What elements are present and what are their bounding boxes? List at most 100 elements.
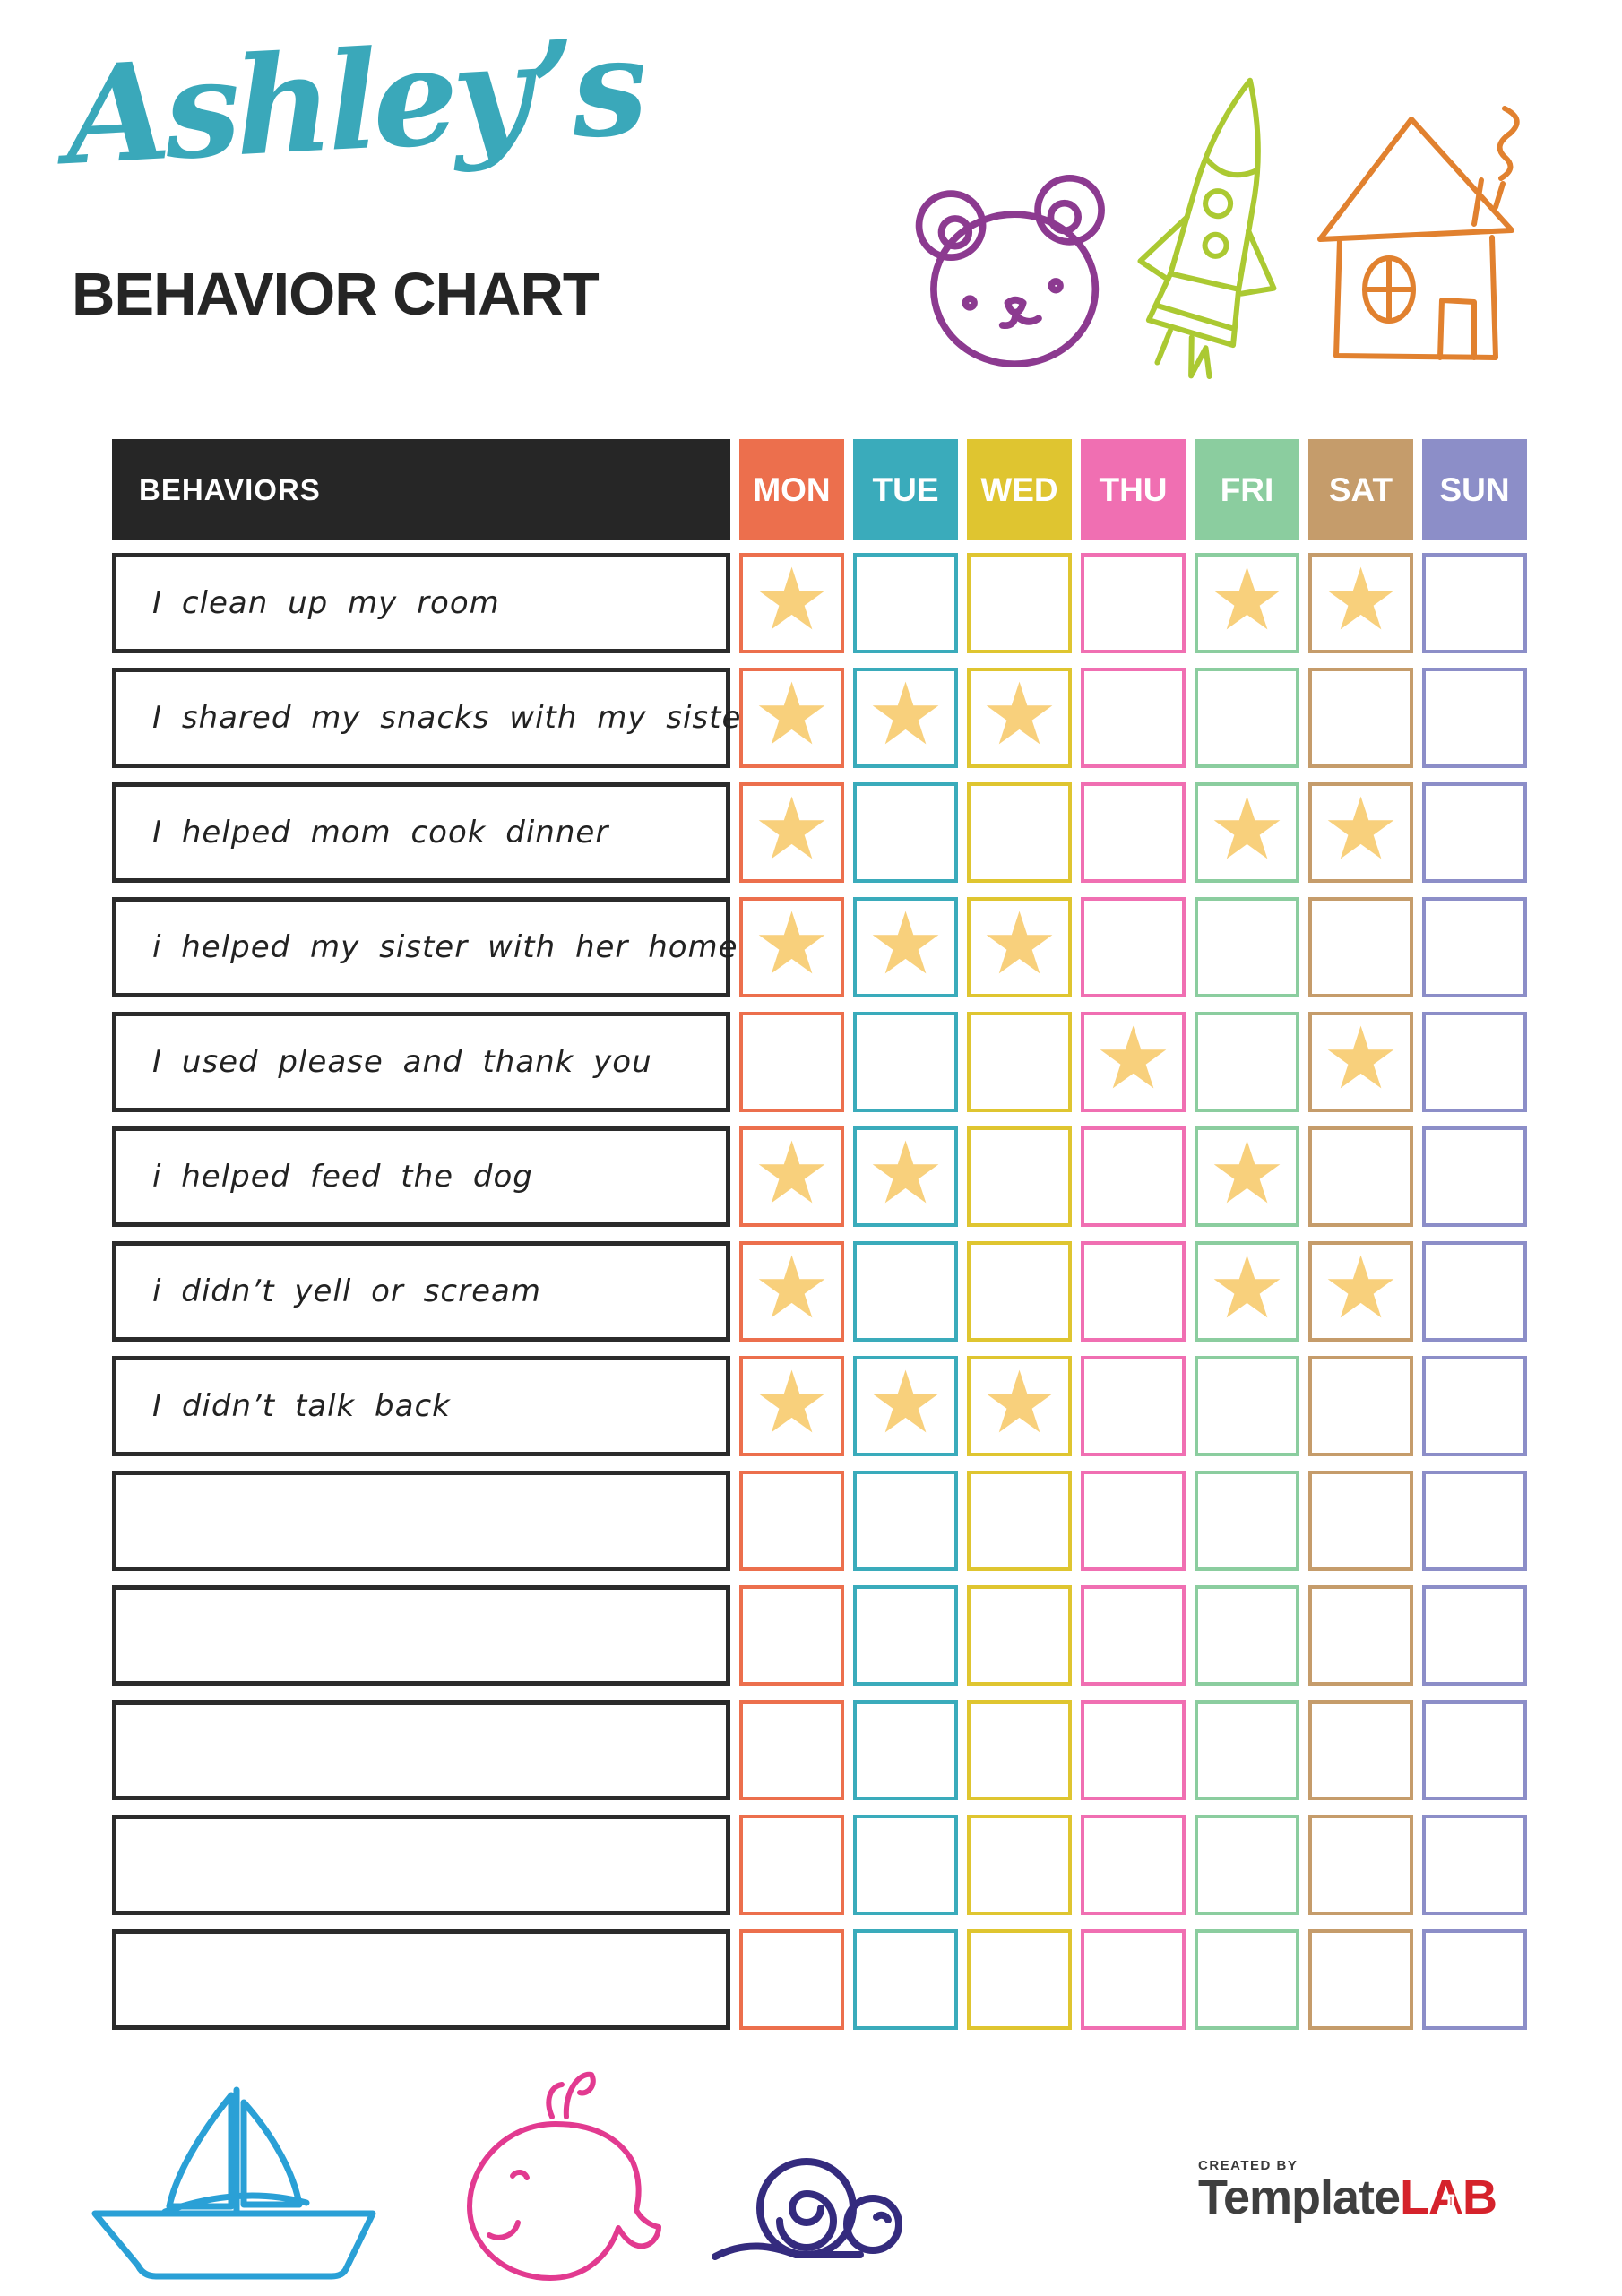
day-cell-mon — [739, 1471, 844, 1571]
behavior-text: I didn’t talk back — [152, 1388, 451, 1424]
day-cell-tue: ★ — [853, 668, 958, 768]
day-header-fri: FRI — [1195, 439, 1299, 540]
star-icon: ★ — [1322, 1241, 1400, 1338]
behavior-text: I clean up my room — [152, 585, 500, 621]
table-row — [112, 1471, 1527, 1571]
day-cell-wed: ★ — [967, 1356, 1072, 1456]
day-cell-mon: ★ — [739, 553, 844, 653]
day-cell-mon — [739, 1012, 844, 1112]
day-cell-sun — [1422, 1585, 1527, 1686]
day-cell-tue — [853, 782, 958, 883]
behavior-label-cell — [112, 1585, 730, 1686]
behaviors-column-header: BEHAVIORS — [112, 439, 730, 540]
day-cell-tue: ★ — [853, 1356, 958, 1456]
day-cell-sun — [1422, 1356, 1527, 1456]
day-cell-thu — [1081, 1356, 1186, 1456]
behavior-label-cell: I used please and thank you — [112, 1012, 730, 1112]
day-cell-wed — [967, 1471, 1072, 1571]
day-header-mon: MON — [739, 439, 844, 540]
day-cell-thu — [1081, 1241, 1186, 1342]
day-cell-tue — [853, 1929, 958, 2030]
day-cell-tue — [853, 1815, 958, 1915]
day-cell-sat — [1308, 1471, 1413, 1571]
behavior-label-cell: I clean up my room — [112, 553, 730, 653]
brand-lab-text: LAB — [1400, 2171, 1497, 2224]
day-cell-mon — [739, 1929, 844, 2030]
day-cell-wed — [967, 1815, 1072, 1915]
table-row — [112, 1929, 1527, 2030]
day-cell-sun — [1422, 1241, 1527, 1342]
behavior-text: i didn’t yell or scream — [152, 1273, 541, 1309]
day-cell-sun — [1422, 1929, 1527, 2030]
star-icon: ★ — [1208, 1126, 1286, 1223]
day-cell-mon: ★ — [739, 668, 844, 768]
behavior-label-cell — [112, 1815, 730, 1915]
day-cell-wed — [967, 1012, 1072, 1112]
star-icon: ★ — [753, 897, 831, 994]
table-row — [112, 1700, 1527, 1800]
day-cell-thu — [1081, 897, 1186, 997]
star-icon: ★ — [753, 1126, 831, 1223]
day-cell-sun — [1422, 1815, 1527, 1915]
table-row: I shared my snacks with my sister ★ ★ ★ — [112, 668, 1527, 768]
day-cell-tue — [853, 1012, 958, 1112]
day-header-wed: WED — [967, 439, 1072, 540]
day-cell-sat — [1308, 1356, 1413, 1456]
day-cell-mon — [739, 1815, 844, 1915]
day-cell-tue: ★ — [853, 1126, 958, 1227]
day-cell-thu — [1081, 668, 1186, 768]
behavior-text: I helped mom cook dinner — [152, 815, 609, 850]
day-cell-wed — [967, 1585, 1072, 1686]
star-icon: ★ — [980, 897, 1058, 994]
behavior-label-cell: i didn’t yell or scream — [112, 1241, 730, 1342]
day-cell-thu — [1081, 1585, 1186, 1686]
day-cell-fri — [1195, 1585, 1299, 1686]
day-cell-fri — [1195, 1012, 1299, 1112]
day-cell-sat — [1308, 1126, 1413, 1227]
behavior-label-cell: I helped mom cook dinner — [112, 782, 730, 883]
day-cell-wed — [967, 1929, 1072, 2030]
day-cell-tue — [853, 1241, 958, 1342]
behavior-text: i helped my sister with her homework — [152, 929, 815, 965]
behavior-label-cell: i helped feed the dog — [112, 1126, 730, 1227]
day-cell-thu — [1081, 1700, 1186, 1800]
day-cell-wed — [967, 1700, 1072, 1800]
table-row: i helped feed the dog ★ ★ ★ — [112, 1126, 1527, 1227]
star-icon: ★ — [1208, 1241, 1286, 1338]
star-icon: ★ — [1322, 782, 1400, 879]
star-icon: ★ — [867, 1126, 945, 1223]
day-cell-thu — [1081, 1929, 1186, 2030]
snail-doodle-icon — [706, 2140, 910, 2276]
day-cell-sat — [1308, 1929, 1413, 2030]
day-cell-tue — [853, 1585, 958, 1686]
day-cell-fri — [1195, 668, 1299, 768]
brand-name: TemplateLAB — [1198, 2171, 1497, 2224]
day-cell-wed — [967, 553, 1072, 653]
star-icon: ★ — [980, 668, 1058, 764]
day-cell-sat: ★ — [1308, 1241, 1413, 1342]
table-row: i helped my sister with her homework ★ ★ ★ — [112, 897, 1527, 997]
day-cell-thu: ★ — [1081, 1012, 1186, 1112]
star-icon: ★ — [753, 782, 831, 879]
day-cell-fri: ★ — [1195, 782, 1299, 883]
day-cell-thu — [1081, 553, 1186, 653]
day-cell-mon: ★ — [739, 782, 844, 883]
star-icon: ★ — [980, 1356, 1058, 1453]
day-cell-thu — [1081, 1126, 1186, 1227]
whale-doodle-icon — [419, 2061, 693, 2296]
day-cell-sun — [1422, 553, 1527, 653]
templatelab-logo: CREATED BY TemplateLAB — [1198, 2158, 1497, 2224]
day-cell-sat: ★ — [1308, 782, 1413, 883]
day-cell-fri: ★ — [1195, 553, 1299, 653]
day-cell-sun — [1422, 1012, 1527, 1112]
day-cell-tue — [853, 1700, 958, 1800]
behavior-label-cell — [112, 1471, 730, 1571]
table-row: I helped mom cook dinner ★ ★ ★ — [112, 782, 1527, 883]
day-cell-mon: ★ — [739, 1126, 844, 1227]
table-row — [112, 1815, 1527, 1915]
star-icon: ★ — [867, 668, 945, 764]
day-cell-fri — [1195, 1356, 1299, 1456]
day-cell-sat — [1308, 1700, 1413, 1800]
page-title: BEHAVIOR CHART — [72, 261, 600, 328]
star-icon: ★ — [1322, 553, 1400, 650]
